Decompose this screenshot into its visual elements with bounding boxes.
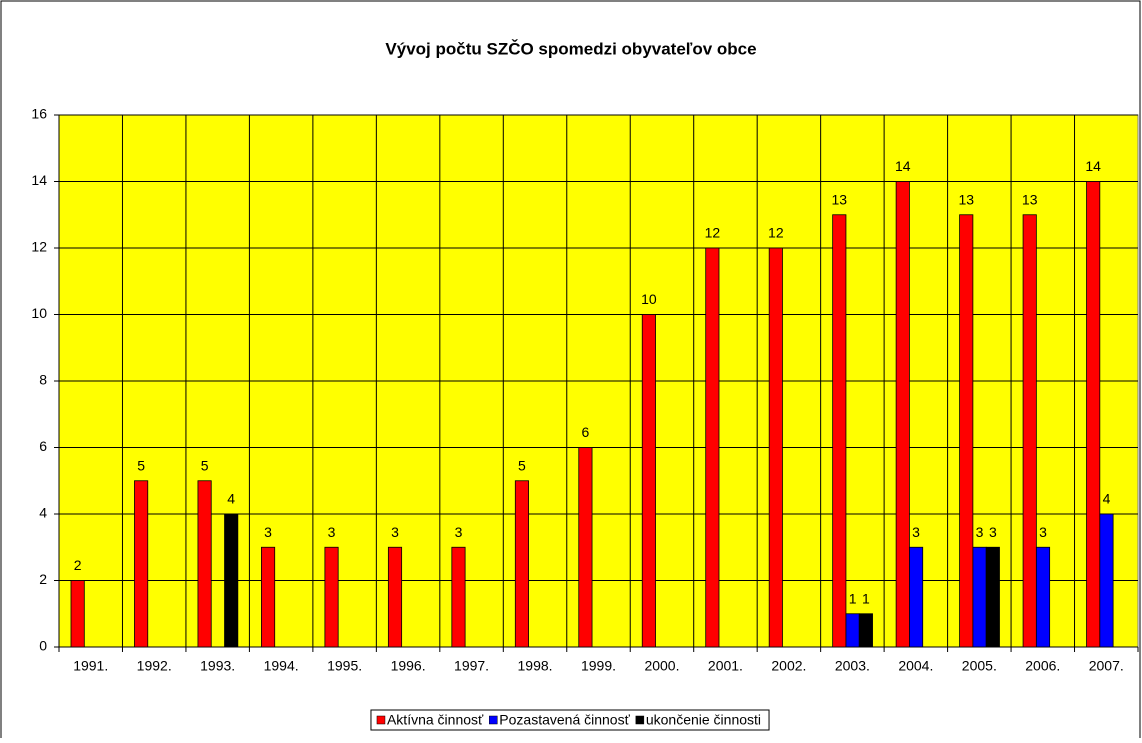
bar bbox=[845, 613, 860, 648]
data-label: 3 bbox=[391, 524, 399, 540]
data-label: 5 bbox=[518, 457, 526, 473]
bar bbox=[895, 181, 910, 648]
data-label: 10 bbox=[641, 291, 657, 307]
bar bbox=[1099, 513, 1114, 648]
bar bbox=[514, 480, 529, 648]
x-tick-label: 1996. bbox=[391, 658, 426, 674]
bar bbox=[832, 214, 847, 648]
y-tick-label: 8 bbox=[39, 372, 47, 388]
x-tick-label: 2004. bbox=[898, 658, 933, 674]
data-label: 5 bbox=[201, 457, 209, 473]
data-label: 6 bbox=[582, 424, 590, 440]
bar bbox=[972, 546, 987, 648]
data-label: 13 bbox=[958, 191, 974, 207]
bar bbox=[641, 314, 656, 648]
x-tick-label: 1993. bbox=[200, 658, 235, 674]
bar bbox=[224, 513, 239, 648]
bar bbox=[324, 546, 339, 648]
bar bbox=[1086, 181, 1101, 648]
data-label: 4 bbox=[1103, 491, 1111, 507]
x-tick-label: 2003. bbox=[835, 658, 870, 674]
bar bbox=[1022, 214, 1037, 648]
bar bbox=[1035, 546, 1051, 648]
data-label: 2 bbox=[74, 557, 82, 573]
legend-label: Aktívna činnosť bbox=[387, 712, 484, 728]
y-tick-label: 10 bbox=[31, 305, 47, 321]
data-label: 13 bbox=[1022, 191, 1038, 207]
x-tick-label: 2005. bbox=[962, 658, 997, 674]
bar bbox=[70, 580, 85, 648]
legend-label: ukončenie činnosti bbox=[646, 712, 761, 728]
legend-swatch bbox=[489, 715, 498, 725]
data-label: 1 bbox=[862, 590, 870, 606]
bar bbox=[858, 613, 873, 648]
legend-box bbox=[370, 709, 770, 731]
x-tick-label: 2000. bbox=[644, 658, 679, 674]
bar bbox=[909, 546, 924, 648]
bar bbox=[197, 480, 212, 648]
data-label: 3 bbox=[328, 524, 336, 540]
bar bbox=[705, 247, 720, 648]
bar bbox=[261, 546, 276, 648]
bar bbox=[451, 546, 466, 648]
bar bbox=[578, 447, 593, 648]
x-tick-label: 1992. bbox=[137, 658, 172, 674]
data-label: 3 bbox=[1039, 524, 1047, 540]
x-tick-label: 1997. bbox=[454, 658, 489, 674]
y-tick-label: 2 bbox=[39, 571, 47, 587]
x-tick-label: 2007. bbox=[1089, 658, 1124, 674]
data-label: 5 bbox=[137, 457, 145, 473]
data-label: 3 bbox=[976, 524, 984, 540]
bar bbox=[387, 546, 403, 648]
y-tick-label: 0 bbox=[39, 638, 47, 654]
bar bbox=[134, 480, 149, 648]
y-tick-label: 14 bbox=[31, 172, 47, 188]
y-tick-label: 6 bbox=[39, 438, 47, 454]
x-tick-label: 1995. bbox=[327, 658, 362, 674]
data-label: 12 bbox=[705, 225, 721, 241]
x-tick-label: 1998. bbox=[518, 658, 553, 674]
data-label: 3 bbox=[455, 524, 463, 540]
data-label: 14 bbox=[1085, 158, 1101, 174]
data-label: 3 bbox=[989, 524, 997, 540]
data-label: 3 bbox=[912, 524, 920, 540]
data-label: 12 bbox=[768, 225, 784, 241]
y-tick-label: 16 bbox=[31, 106, 47, 122]
x-tick-label: 2001. bbox=[708, 658, 743, 674]
bar bbox=[959, 214, 974, 648]
data-label: 1 bbox=[849, 590, 857, 606]
x-tick-label: 2002. bbox=[771, 658, 806, 674]
chart-title: Vývoj počtu SZČO spomedzi obyvateľov obc… bbox=[385, 39, 756, 58]
x-tick-label: 1991. bbox=[73, 658, 108, 674]
bar bbox=[985, 546, 1000, 648]
legend-swatch bbox=[635, 715, 645, 725]
data-label: 3 bbox=[264, 524, 272, 540]
legend-swatch bbox=[376, 715, 386, 725]
y-tick-label: 12 bbox=[31, 239, 47, 255]
x-tick-label: 1999. bbox=[581, 658, 616, 674]
y-tick-label: 4 bbox=[39, 505, 47, 521]
legend-label: Pozastavená činnosť bbox=[499, 712, 630, 728]
data-label: 4 bbox=[227, 491, 235, 507]
data-label: 13 bbox=[832, 191, 848, 207]
bar bbox=[768, 247, 783, 648]
x-tick-label: 1994. bbox=[264, 658, 299, 674]
data-label: 14 bbox=[895, 158, 911, 174]
x-tick-label: 2006. bbox=[1025, 658, 1060, 674]
